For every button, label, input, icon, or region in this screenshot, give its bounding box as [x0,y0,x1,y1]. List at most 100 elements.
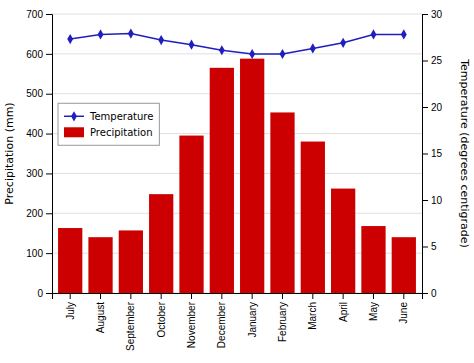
grid-line [52,213,422,214]
tick-mark [422,293,428,294]
legend-swatch [71,111,77,121]
marker [219,45,225,55]
tick-mark [252,293,253,299]
tick-mark [422,61,428,62]
tick-label: 600 [26,49,43,60]
tick-mark [422,247,428,248]
axis-line [423,15,429,294]
tick-mark [46,293,52,294]
tick: August [95,293,106,333]
tick-mark [422,14,428,15]
tick-mark [422,154,428,155]
marker [158,35,164,45]
marker [340,38,346,48]
tick: 700 [26,9,52,20]
tick-mark [46,134,52,135]
tick: 20 [422,102,443,113]
tick-mark [221,293,222,299]
tick-label: 100 [26,248,43,259]
tick-label: April [338,302,349,322]
marks [58,28,416,293]
legend: Temperature Precipitation [58,103,159,145]
marker [128,28,134,38]
tick-label: March [307,302,318,330]
tick-label: October [156,301,167,337]
axis-line [46,15,53,294]
tick: April [338,293,349,322]
tick: 10 [422,195,443,206]
marker [67,34,73,44]
tick-mark [70,293,71,299]
tick: 5 [422,241,437,252]
tick-label: 700 [26,9,43,20]
tick: 400 [26,128,52,139]
tick-label: February [277,302,288,342]
tick: 30 [422,9,443,20]
tick-label: 20 [431,102,443,113]
tick-mark [422,200,428,201]
tick: 0 [37,288,52,299]
tick-mark [46,213,52,214]
tick: 100 [26,248,52,259]
marker [189,40,195,50]
tick: November [186,293,197,348]
tick-label: December [216,301,227,348]
tick-label: 500 [26,88,43,99]
tick-label: January [247,302,258,338]
chart: July August September October November Decemb… [0,0,474,363]
tick: 500 [26,88,52,99]
line [70,34,404,54]
y2-axis: 051015202530 [422,9,443,299]
tick-label: 15 [431,148,443,159]
tick-mark [46,173,52,174]
y-axis: 0 100 200 300 400 500 600 700 [26,9,52,299]
axis-line [53,294,423,300]
tick: 300 [26,168,52,179]
legend-frame [58,103,159,145]
tick-mark [130,293,131,299]
marker [280,49,286,59]
marker [310,43,316,53]
chart-container: July August September October November Decemb… [0,0,474,363]
tick-label: September [125,301,136,351]
tick-mark [46,14,52,15]
legend-label: Temperature [89,111,153,122]
marker [249,49,255,59]
tick: May [368,293,379,321]
tick: March [307,293,318,330]
tick-mark [46,54,52,55]
grid-line [52,53,422,54]
tick-label: 0 [37,288,43,299]
grid-line [52,93,422,94]
tick: 0 [422,288,437,299]
tick: October [156,293,167,338]
tick-label: July [65,302,76,320]
tick-label: 30 [431,9,443,20]
grid-line [52,14,422,15]
tick-label: 0 [431,288,437,299]
marker [98,29,104,39]
tick-mark [100,293,101,299]
tick: September [125,293,136,351]
tick-label: 200 [26,208,43,219]
tick: January [247,293,258,338]
marker [401,29,407,39]
bar [210,68,234,293]
bar [270,112,294,293]
tick-label: 300 [26,168,43,179]
tick-label: August [95,302,106,333]
legend-item: Precipitation [64,127,153,138]
tick-label: 10 [431,195,443,206]
tick-mark [282,293,283,299]
tick-mark [373,293,374,299]
tick-mark [161,293,162,299]
grid [52,14,422,293]
bar [179,136,203,293]
bar [361,226,385,293]
tick-label: June [398,302,409,324]
legend-swatch [64,127,84,137]
axis-title: Precipitation (mm) [3,102,16,204]
tick: July [65,293,76,320]
bar [301,142,325,293]
tick: December [216,293,227,348]
